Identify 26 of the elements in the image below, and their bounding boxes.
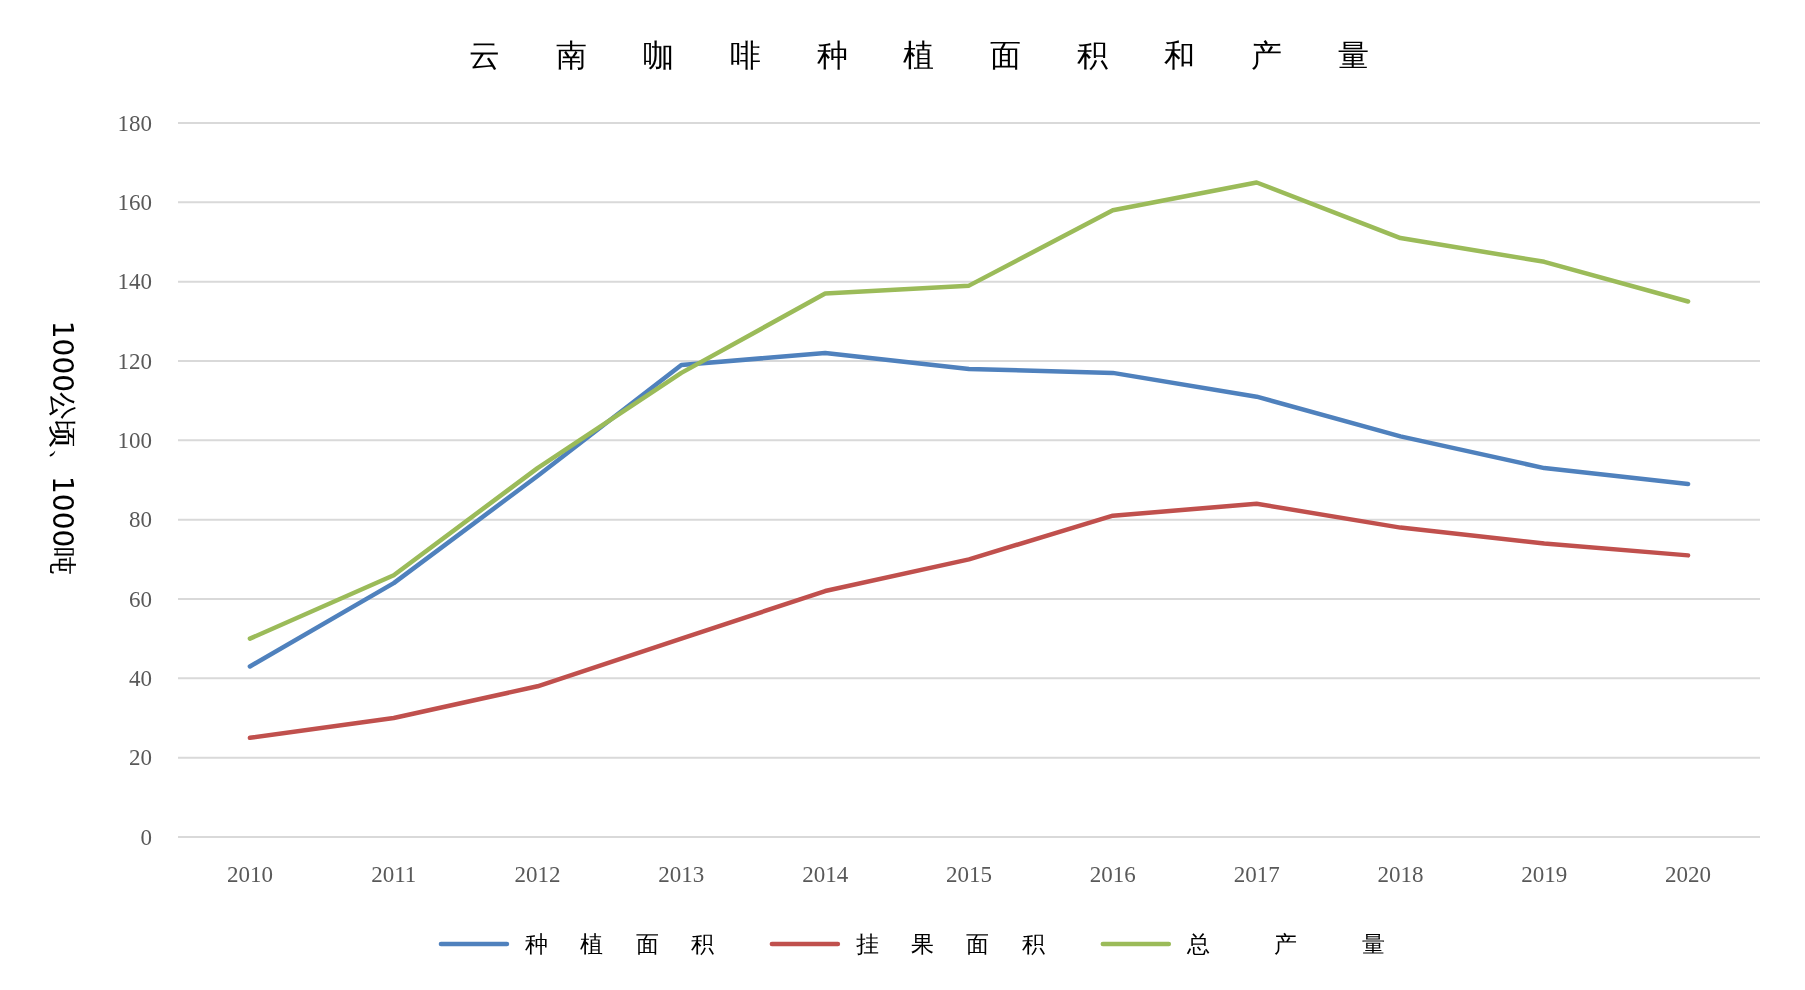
y-tick-label: 80 xyxy=(129,507,152,533)
y-tick-label: 0 xyxy=(140,824,152,850)
x-tick-label: 2014 xyxy=(802,861,849,887)
y-tick-label: 40 xyxy=(129,665,152,691)
chart-title: 云 南 咖 啡 种 植 面 积 和 产 量 xyxy=(469,37,1369,73)
y-tick-label: 140 xyxy=(117,269,152,295)
x-tick-label: 2019 xyxy=(1521,861,1568,887)
x-tick-label: 2016 xyxy=(1089,861,1136,887)
legend-label: 总 产 量 xyxy=(1185,931,1386,957)
y-tick-label: 100 xyxy=(117,427,152,453)
y-tick-label: 20 xyxy=(129,745,152,771)
legend-label: 挂 果 面 积 xyxy=(855,931,1045,957)
x-tick-label: 2011 xyxy=(371,861,417,887)
y-tick-label: 180 xyxy=(117,110,152,136)
x-tick-label: 2020 xyxy=(1665,861,1712,887)
y-tick-label: 60 xyxy=(129,586,152,612)
x-tick-label: 2018 xyxy=(1377,861,1424,887)
legend-label: 种 植 面 积 xyxy=(524,931,714,957)
x-tick-label: 2010 xyxy=(226,861,273,887)
x-tick-label: 2017 xyxy=(1233,861,1280,887)
x-tick-label: 2015 xyxy=(946,861,992,887)
y-axis-title: 1000公顷、1000吨 xyxy=(45,320,79,576)
y-tick-label: 160 xyxy=(117,189,152,215)
x-tick-label: 2012 xyxy=(514,861,561,887)
x-tick-label: 2013 xyxy=(658,861,705,887)
y-tick-label: 120 xyxy=(117,348,152,374)
